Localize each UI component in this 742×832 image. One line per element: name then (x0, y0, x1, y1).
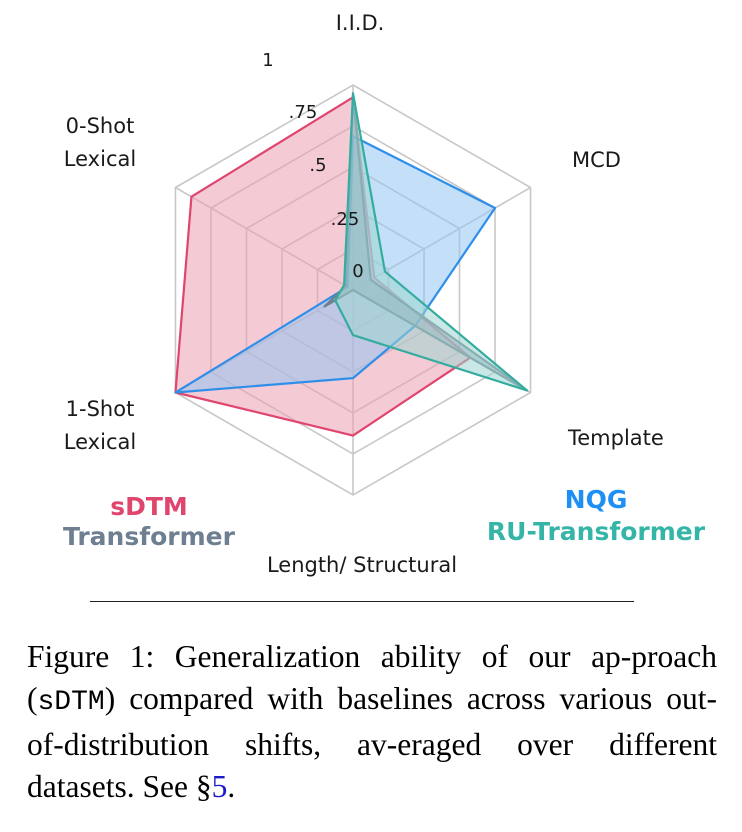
axis-label-1: MCD (572, 148, 621, 172)
axis-label-3: Length/ Structural (267, 553, 457, 577)
axis-label-0: I.I.D. (336, 11, 385, 35)
series-ru-transformer (334, 92, 529, 392)
caption-prefix: Figure 1: Generalization ability of our … (27, 639, 717, 716)
radar-series (174, 92, 529, 437)
legend-transformer: Transformer (63, 522, 236, 551)
legend-nqg: NQG (565, 485, 628, 514)
axis-label-4-line-0: 1-Shot (66, 397, 135, 421)
tick-label-0: 0 (352, 261, 363, 282)
tick-label-3: .75 (289, 102, 318, 123)
tick-label-2: .5 (309, 155, 326, 176)
section-link[interactable]: 5 (211, 769, 228, 804)
axis-label-4-line-1: Lexical (64, 430, 136, 454)
tick-label-1: .25 (331, 209, 360, 230)
caption-middle: ) compared with baselines across various… (27, 681, 717, 804)
legend-left: sDTM Transformer (63, 492, 236, 551)
tick-label-4: 1 (262, 50, 273, 71)
legend-right: NQG RU-Transformer (487, 485, 706, 546)
caption-suffix: . (227, 769, 236, 804)
radar-tick-labels: 0 .25 .5 .75 1 (262, 50, 363, 282)
caption-method-name: sDTM (37, 687, 105, 718)
radar-axis-labels: I.I.D. MCD Template Length/ Structural 1-Sho… (64, 11, 664, 577)
axis-label-2: Template (567, 426, 664, 450)
radar-chart: I.I.D. MCD Template Length/ Structural 1-Sho… (63, 11, 706, 577)
figure-caption: Figure 1: Generalization ability of our … (27, 636, 717, 808)
axis-label-5-line-0: 0-Shot (66, 114, 135, 138)
legend-ru-transformer: RU-Transformer (487, 517, 706, 546)
axis-label-5-line-1: Lexical (64, 147, 136, 171)
legend-sdtm: sDTM (110, 492, 188, 521)
caption-divider (90, 601, 634, 602)
